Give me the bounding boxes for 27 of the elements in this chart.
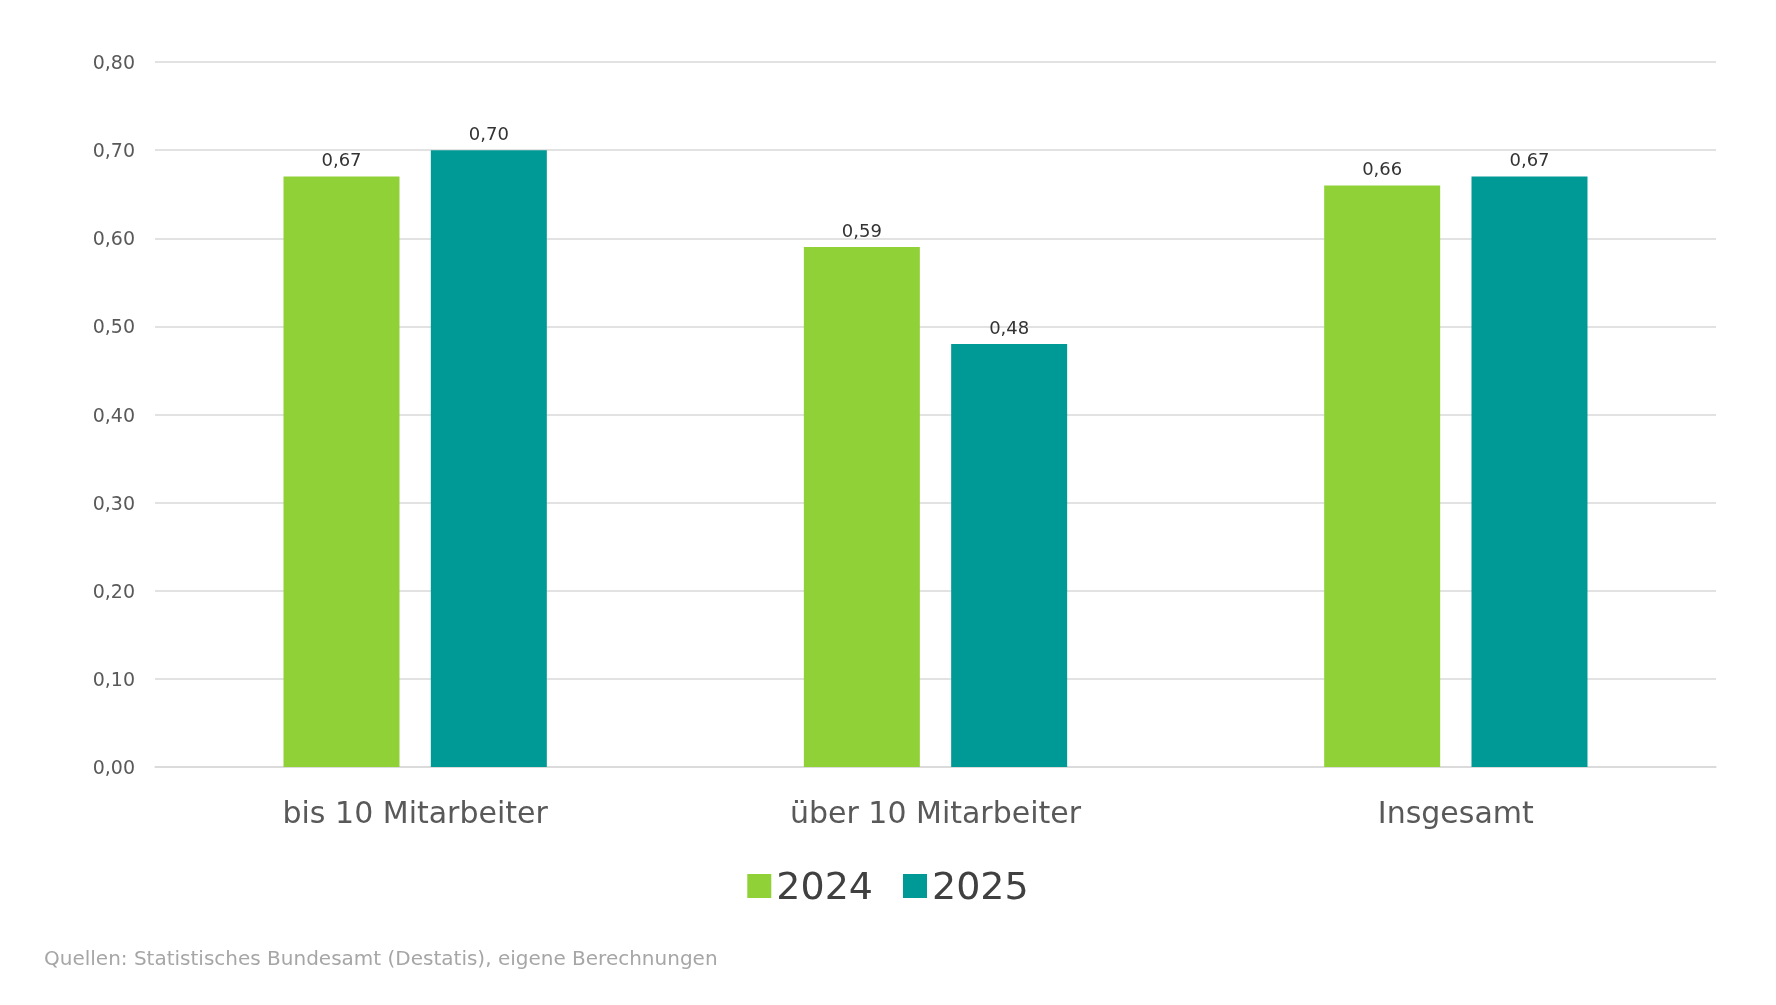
bar — [803, 247, 920, 767]
data-label: 0,48 — [989, 316, 1030, 338]
data-label: 0,67 — [321, 149, 362, 171]
x-tick-label: über 10 Mitarbeiter — [789, 794, 1082, 830]
y-tick-label: 0,20 — [92, 579, 135, 602]
data-label: 0,66 — [1362, 157, 1403, 179]
y-tick-label: 0,60 — [92, 227, 135, 250]
y-tick-label: 0,70 — [92, 139, 135, 162]
legend-label: 2024 — [776, 864, 874, 908]
y-tick-label: 0,40 — [92, 403, 135, 426]
legend-label: 2025 — [932, 864, 1029, 908]
x-tick-label: Insgesamt — [1377, 794, 1535, 830]
bar — [1324, 185, 1441, 767]
bar — [283, 176, 400, 767]
y-tick-label: 0,80 — [92, 51, 135, 73]
data-label: 0,67 — [1509, 149, 1550, 171]
y-tick-label: 0,50 — [92, 315, 135, 338]
bar — [951, 344, 1068, 767]
y-tick-label: 0,30 — [92, 491, 135, 514]
source-note: Quellen: Statistisches Bundesamt (Destatis), eigene Berechnungen — [44, 946, 718, 970]
y-tick-label: 0,10 — [92, 667, 135, 690]
data-label: 0,59 — [841, 219, 882, 241]
data-label: 0,70 — [468, 122, 509, 144]
bar — [1471, 176, 1588, 767]
x-tick-label: bis 10 Mitarbeiter — [282, 794, 549, 830]
bar — [430, 150, 547, 767]
y-tick-label: 0,00 — [92, 756, 135, 778]
